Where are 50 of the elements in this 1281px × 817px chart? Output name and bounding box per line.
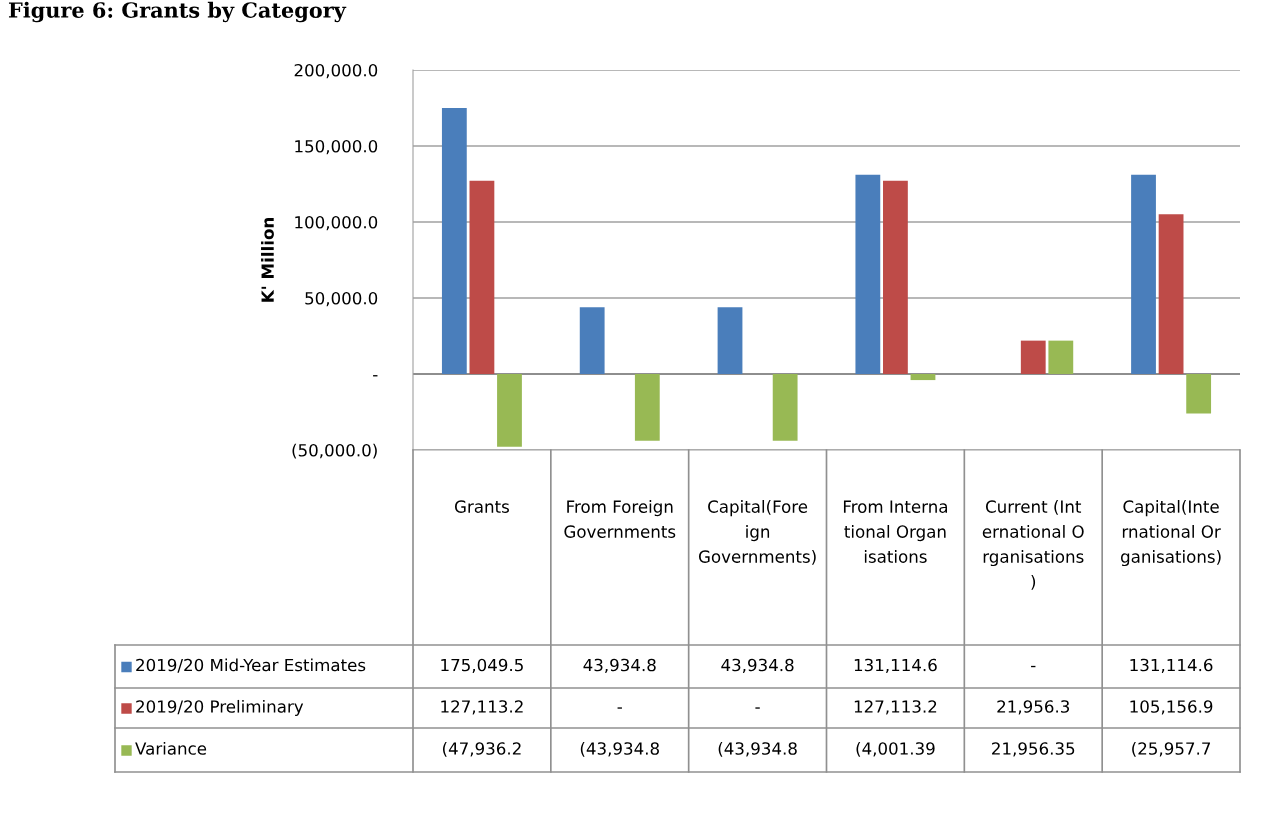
data-label: (43,934.8 — [580, 741, 659, 757]
data-label: 43,934.8 — [583, 658, 656, 674]
data-label: 131,114.6 — [854, 658, 937, 674]
data-label: (25,957.7 — [1132, 741, 1211, 757]
bar — [910, 374, 936, 381]
data-label: 127,113.2 — [854, 700, 937, 715]
data-label: 105,156.9 — [1130, 700, 1213, 715]
data-label: - — [755, 707, 760, 709]
bar — [772, 374, 798, 441]
data-label: 43,934.8 — [721, 658, 794, 674]
bar — [717, 307, 743, 374]
bar — [441, 107, 467, 374]
y-tick-label: 150,000.0 — [295, 139, 378, 155]
legend-label: Variance — [135, 741, 207, 755]
y-axis-title: K' Million — [261, 218, 274, 302]
data-label: (4,001.39 — [856, 741, 935, 757]
data-label: (47,936.2 — [442, 741, 521, 757]
bar — [855, 174, 881, 374]
legend-label: 2019/20 Mid-Year Estimates — [136, 658, 366, 673]
data-label: - — [617, 707, 622, 709]
bar — [1020, 340, 1046, 374]
bar — [497, 374, 522, 447]
data-label: 21,956.3 — [997, 700, 1070, 715]
bar — [634, 374, 660, 441]
bar — [1131, 174, 1156, 374]
bar — [579, 307, 605, 374]
bar — [883, 180, 908, 374]
data-label: 21,956.35 — [992, 742, 1075, 757]
bar — [1048, 340, 1074, 374]
text: Figure 6: Grants by Category — [8, 1, 347, 23]
data-label: 127,113.2 — [441, 700, 523, 715]
bar — [1158, 214, 1184, 374]
x-tick-label: From Foreign Governments — [564, 500, 676, 538]
x-tick-label: From International Organisations — [843, 500, 947, 563]
x-tick-label: Capital(Foreign Governments) — [698, 500, 816, 565]
y-tick-label: (50,000.0) — [292, 443, 377, 459]
data-label: 131,114.6 — [1130, 658, 1213, 674]
y-tick-label: - — [373, 375, 378, 377]
bar — [1186, 374, 1212, 414]
y-tick-label: 100,000.0 — [295, 215, 378, 231]
data-label: 175,049.5 — [441, 658, 523, 674]
data-label: (43,934.8 — [718, 741, 797, 757]
x-tick-label: Capital(International Organisations) — [1121, 500, 1221, 567]
data-label: - — [1031, 665, 1036, 668]
x-tick-label: Current (International Organisations) — [982, 500, 1084, 590]
y-tick-label: 50,000.0 — [305, 291, 378, 307]
y-tick-label: 200,000.0 — [294, 63, 378, 79]
x-tick-label: Grants — [454, 500, 509, 513]
bar — [469, 180, 495, 374]
legend-label: 2019/20 Preliminary — [136, 699, 304, 717]
